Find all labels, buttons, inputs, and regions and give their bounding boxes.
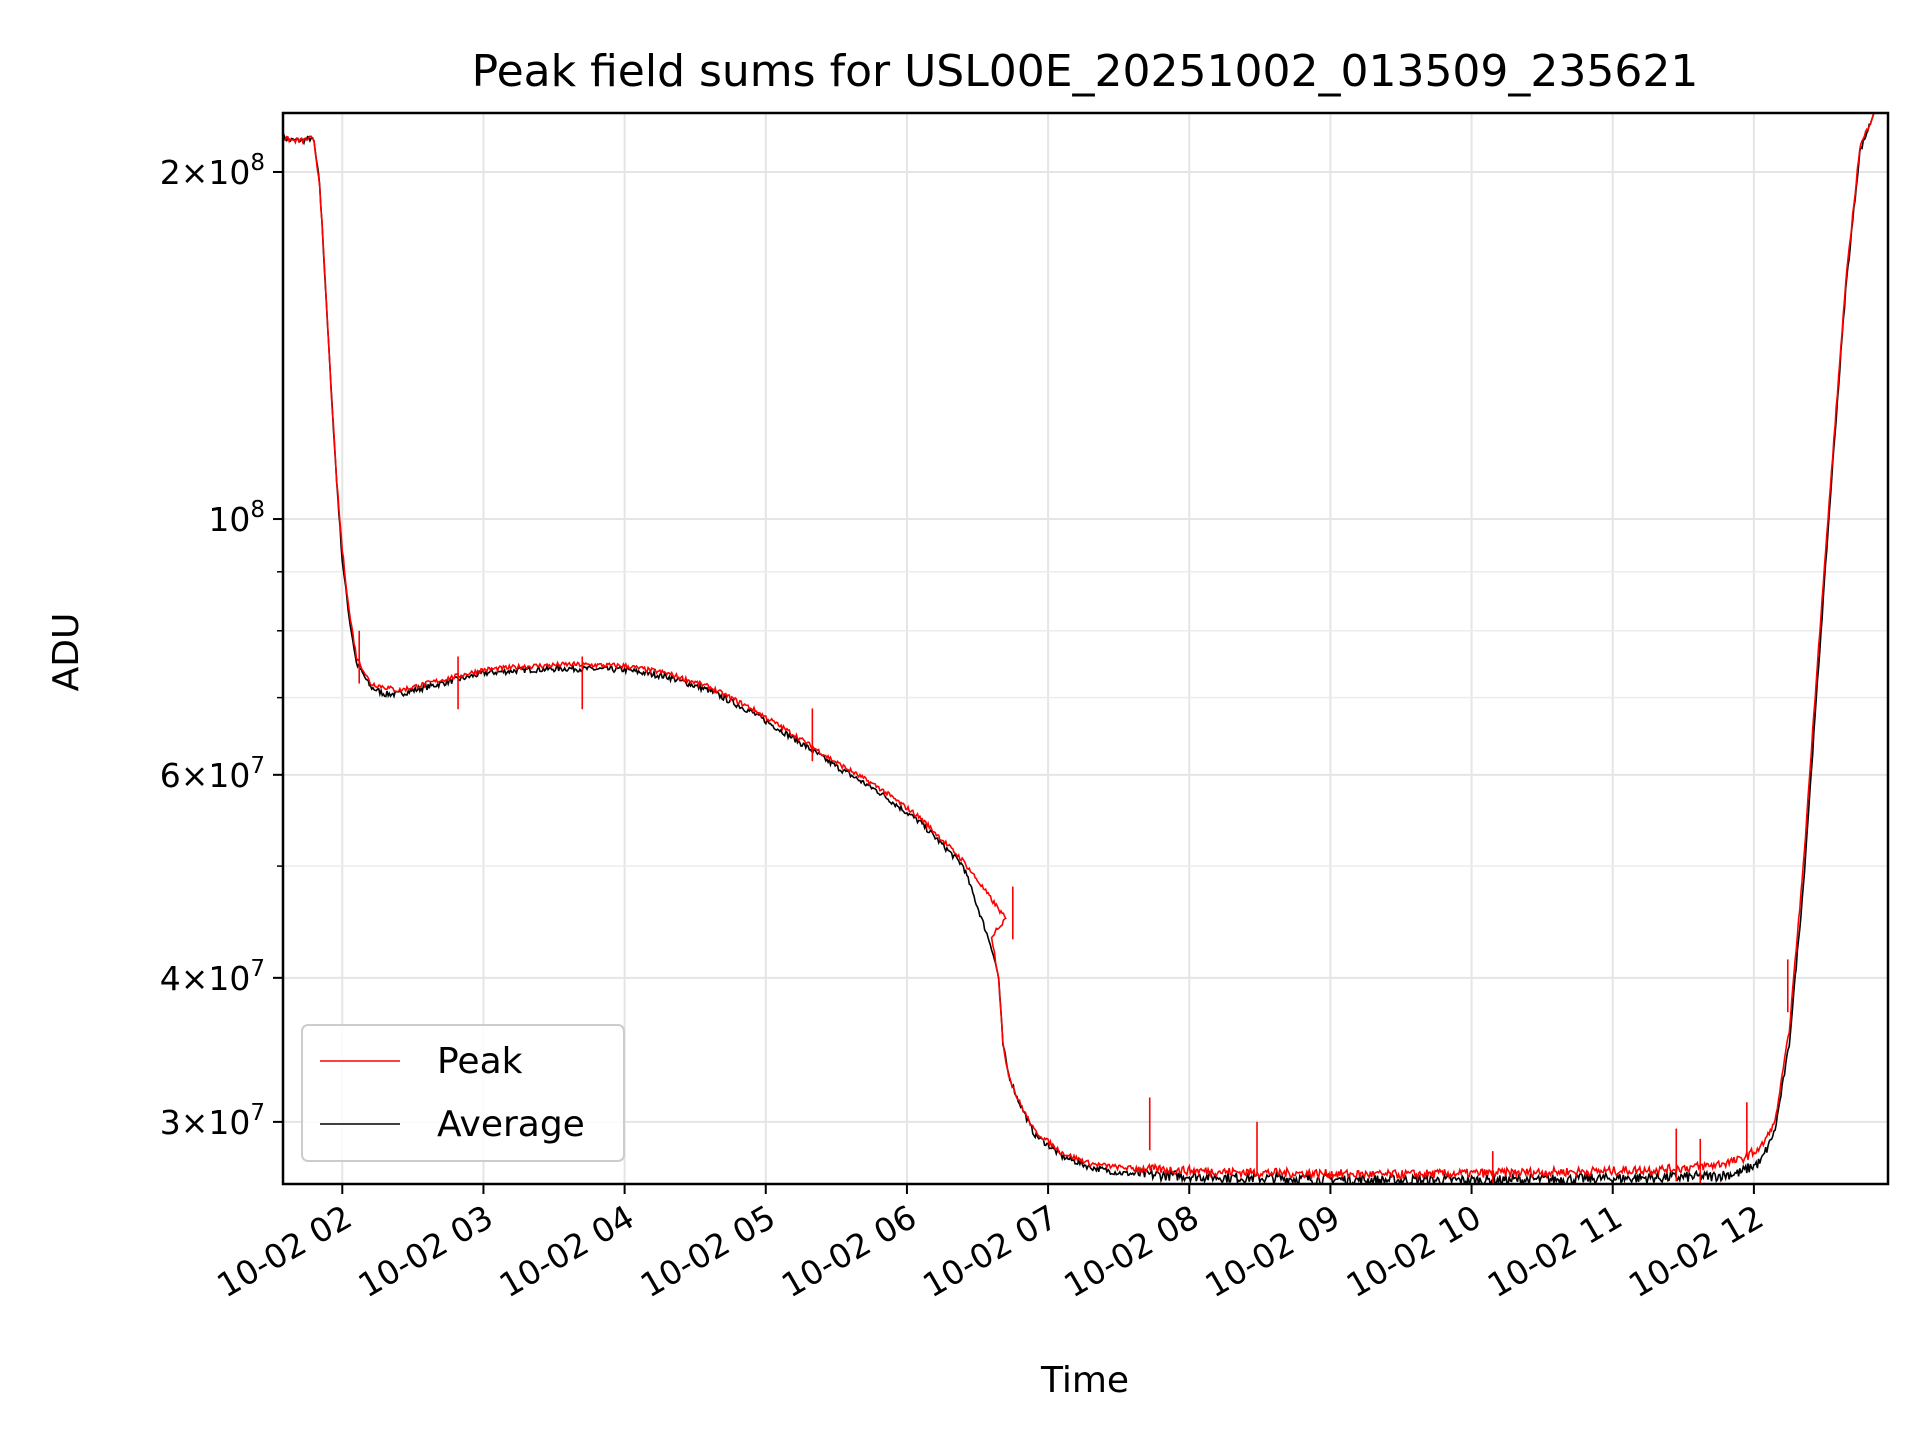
series-line-average (283, 113, 1875, 1184)
legend-label-average: Average (437, 1104, 585, 1145)
legend: Peak Average (301, 1024, 625, 1162)
legend-label-peak: Peak (437, 1041, 523, 1082)
chart-title: Peak field sums for USL00E_20251002_0135… (472, 46, 1699, 97)
y-tick-label: 108 (208, 497, 265, 539)
y-axis-label: ADU (46, 613, 87, 692)
series-layer (283, 113, 1875, 1184)
y-tick-label: 6×107 (160, 753, 265, 795)
series-line-peak (283, 113, 1875, 1182)
legend-frame (301, 1024, 625, 1162)
x-axis-label: Time (1040, 1360, 1129, 1401)
y-tick-label: 3×107 (160, 1100, 265, 1142)
y-tick-label: 4×107 (160, 956, 265, 998)
plot-frame (281, 111, 1890, 1186)
y-tick-label: 2×108 (160, 150, 265, 192)
